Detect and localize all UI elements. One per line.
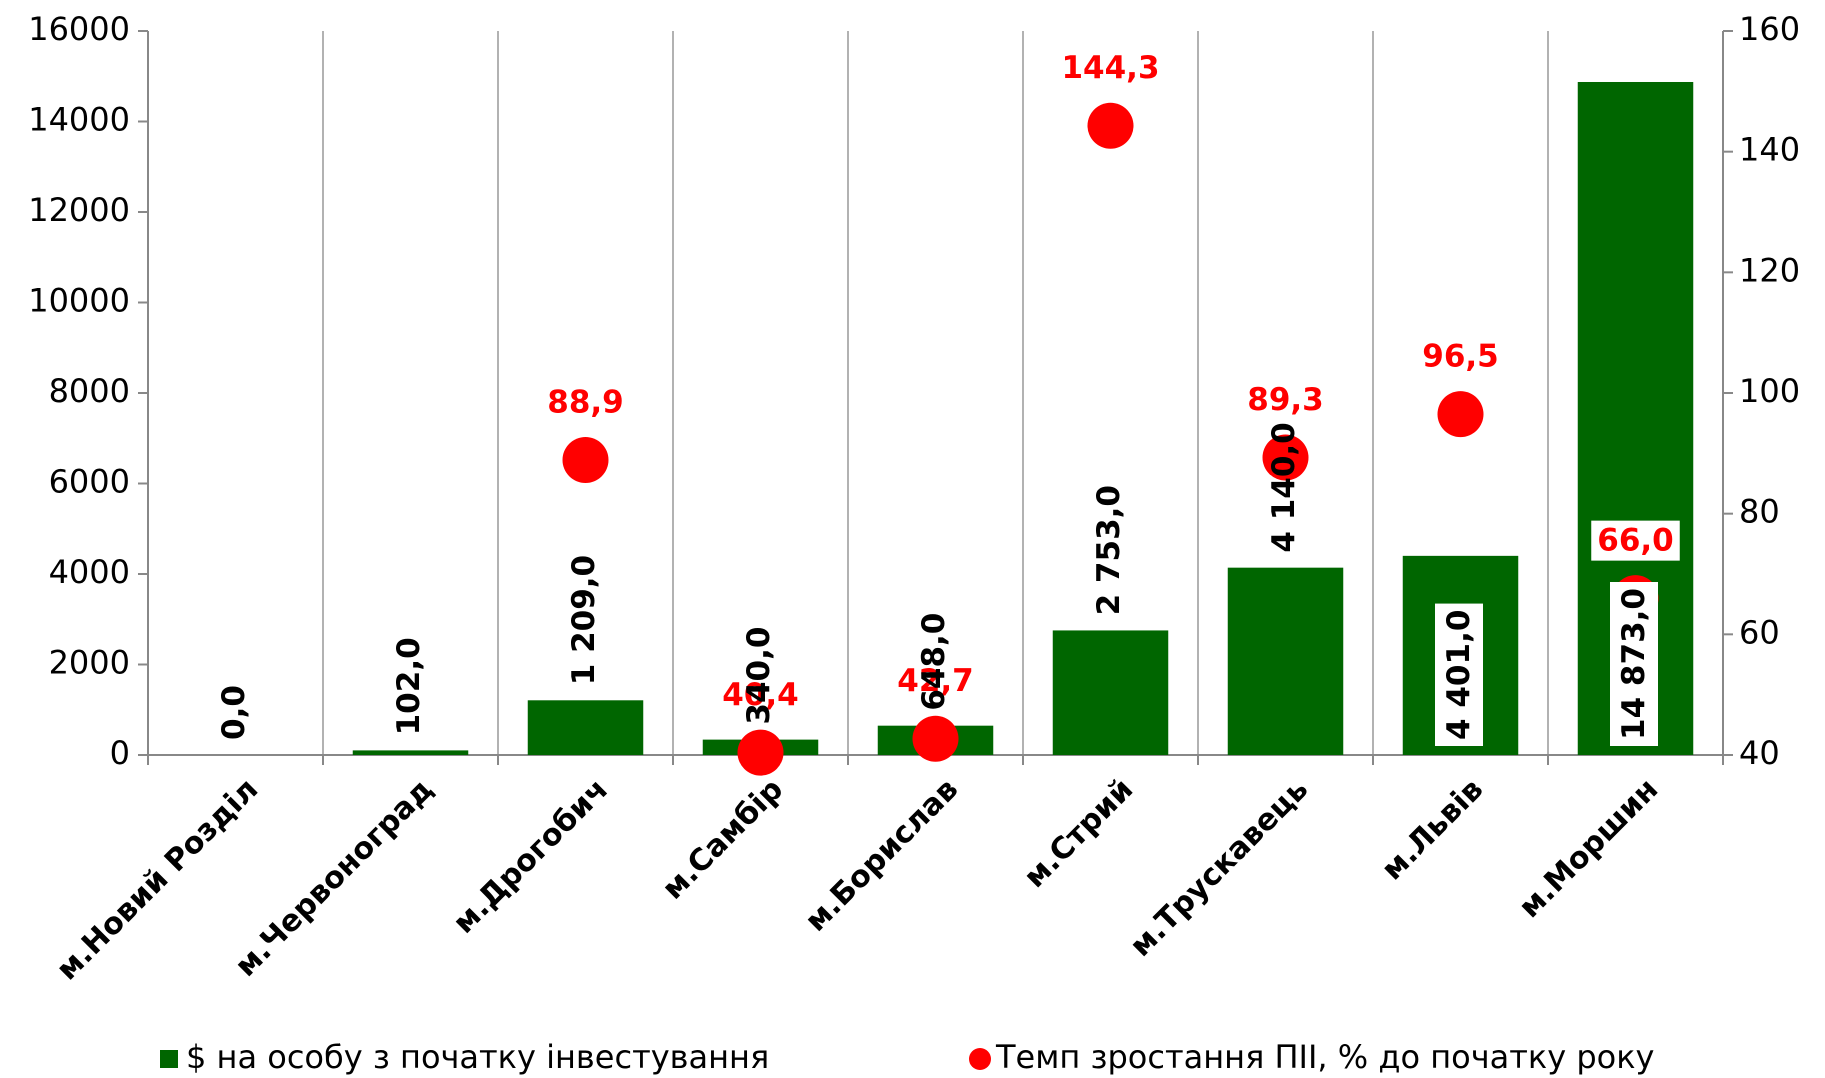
value-label-group: 0,0 [216, 685, 252, 740]
point-label: 88,9 [547, 384, 624, 420]
point-label-bg [891, 661, 980, 702]
value-label-bg [1610, 582, 1658, 746]
y2-tick-label: 160 [1739, 10, 1800, 48]
point-label: 40,4 [722, 677, 799, 713]
point [1087, 102, 1134, 149]
point-label-bg [1241, 380, 1330, 421]
value-label-group: 102,0 [391, 637, 427, 735]
y2-tick-label: 120 [1739, 251, 1800, 289]
point-label-group: 89,3 [1241, 380, 1330, 421]
point [912, 715, 959, 762]
value-label-group: 4 140,0 [1266, 422, 1302, 552]
y-tick-label: 8000 [49, 372, 130, 410]
value-label: 4 140,0 [1266, 422, 1302, 552]
y-tick-label: 12000 [28, 191, 130, 229]
x-tick-label: м.Дрогобич [446, 772, 615, 941]
point-label-group: 88,9 [541, 382, 630, 423]
x-tick-label: м.Стрий [1017, 772, 1140, 895]
value-label: 4 401,0 [1441, 610, 1477, 740]
x-tick-label: м.Трускавець [1123, 772, 1315, 964]
point-label-group: 96,5 [1416, 336, 1505, 377]
point-label-group: 144,3 [1055, 48, 1166, 89]
bar [527, 700, 644, 755]
point-label-group: 40,4 [716, 675, 805, 716]
value-label: 1 209,0 [566, 555, 602, 685]
point [1262, 434, 1309, 481]
x-tick-label: м.Моршин [1512, 772, 1665, 925]
point-label: 144,3 [1061, 50, 1159, 86]
point-label-bg [541, 382, 630, 423]
value-label-group: 14 873,0 [1610, 582, 1658, 746]
point-label-group: 66,0 [1591, 520, 1680, 561]
value-label: 102,0 [391, 637, 427, 735]
point-label: 42,7 [897, 663, 974, 699]
value-label-group: 340,0 [741, 627, 777, 725]
value-label-group: 648,0 [916, 613, 952, 711]
y2-tick-label: 40 [1739, 734, 1780, 772]
y-tick-label: 0 [110, 734, 130, 772]
y-tick-label: 2000 [49, 644, 130, 682]
legend-label: Темп зростання ПІІ, % до початку року [995, 1038, 1654, 1076]
value-label: 2 753,0 [1091, 485, 1127, 615]
point [562, 436, 609, 483]
point-label-bg [1416, 336, 1505, 377]
value-label: 340,0 [741, 627, 777, 725]
y2-tick-label: 80 [1739, 493, 1780, 531]
value-label-group: 2 753,0 [1091, 485, 1127, 615]
bar [1052, 630, 1169, 755]
value-label: 648,0 [916, 613, 952, 711]
point [737, 729, 784, 776]
y-tick-label: 16000 [28, 10, 130, 48]
y-tick-label: 4000 [49, 553, 130, 591]
x-tick-label: м.Борислав [798, 772, 965, 939]
value-label-group: 1 209,0 [566, 555, 602, 685]
bar [352, 750, 469, 755]
legend-swatch [160, 1050, 178, 1068]
value-label-bg [1435, 603, 1483, 746]
legend-swatch [969, 1048, 991, 1070]
point-label-group: 42,7 [891, 661, 980, 702]
value-label: 0,0 [216, 685, 252, 740]
x-tick-label: м.Самбір [656, 772, 791, 907]
point-label: 66,0 [1597, 523, 1674, 559]
x-tick-label: м.Львів [1375, 772, 1490, 887]
y2-tick-label: 100 [1739, 372, 1800, 410]
bar [1227, 567, 1344, 755]
x-tick-label: м.Червоноград [228, 772, 440, 984]
y2-tick-label: 60 [1739, 613, 1780, 651]
point-label: 89,3 [1247, 382, 1324, 418]
legend-label: $ на особу з початку інвестування [186, 1038, 769, 1076]
y-tick-label: 14000 [28, 101, 130, 139]
value-label: 14 873,0 [1616, 588, 1652, 740]
y-tick-label: 6000 [49, 463, 130, 501]
point-label: 96,5 [1422, 339, 1499, 375]
point-label-bg [716, 675, 805, 716]
y-tick-label: 10000 [28, 282, 130, 320]
point-label-bg [1591, 520, 1680, 561]
point [1437, 391, 1484, 438]
y2-tick-label: 140 [1739, 131, 1800, 169]
point-label-bg [1055, 48, 1166, 89]
value-label-group: 4 401,0 [1435, 603, 1483, 746]
